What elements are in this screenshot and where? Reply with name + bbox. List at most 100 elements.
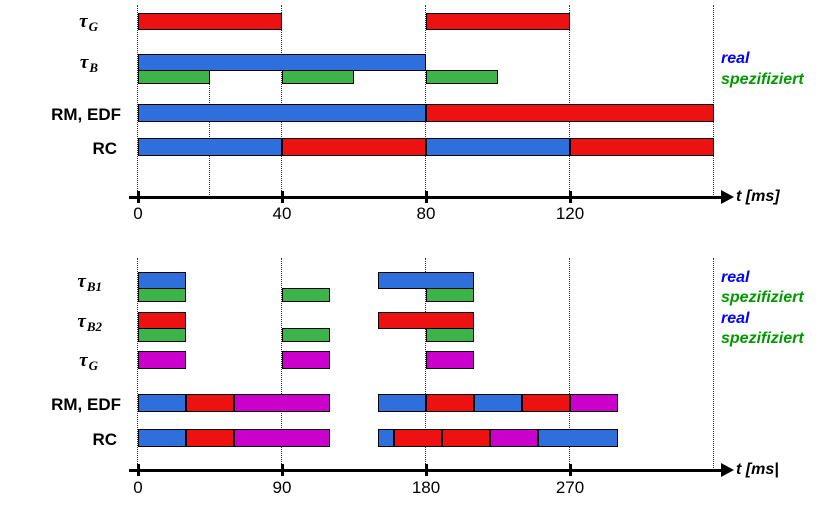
task-bar-red <box>426 13 570 30</box>
task-bar-red <box>394 429 442 447</box>
tau-symbol: τ <box>79 350 88 371</box>
axis-tick <box>425 464 428 476</box>
row-label-rc2: RC <box>6 429 117 451</box>
legend-spezifiziert-3: spezifiziert <box>721 330 804 347</box>
axis-arrow-icon <box>721 463 734 477</box>
task-bar-magenta <box>570 394 618 412</box>
tau-subscript: G <box>88 358 98 373</box>
tick-label: 0 <box>133 478 143 497</box>
legend-real-2: real <box>721 310 750 327</box>
tau-symbol: τ <box>77 311 86 332</box>
axis-tick <box>569 191 572 203</box>
spec-bar-green <box>426 288 474 302</box>
legend-spezifiziert-1: spezifiziert <box>721 289 804 306</box>
task-bar-blue <box>138 429 186 447</box>
gridline <box>713 258 714 470</box>
gridline <box>137 5 138 197</box>
task-bar-blue <box>474 394 522 412</box>
axis-tick <box>137 191 140 203</box>
task-bar-blue <box>138 272 186 289</box>
task-bar-red <box>186 429 234 447</box>
task-bar-blue <box>138 138 282 156</box>
axis-arrow-icon <box>721 190 734 204</box>
spec-bar-green <box>138 328 186 342</box>
row-label-tau-b: τB <box>6 52 98 75</box>
gridline <box>713 5 714 197</box>
tau-subscript: B2 <box>86 319 102 334</box>
task-bar-red <box>426 104 714 122</box>
spec-bar-green <box>426 70 498 84</box>
row-label-rm-edf2: RM, EDF <box>6 394 121 416</box>
task-bar-red <box>426 394 474 412</box>
row-label-tau-b1: τB1 <box>6 271 102 294</box>
row-label-text: RM, EDF <box>51 105 121 124</box>
spec-bar-green <box>282 288 330 302</box>
row-label-tau-g2: τG <box>6 350 98 373</box>
gridline <box>281 5 282 197</box>
task-bar-red <box>522 394 570 412</box>
task-bar-blue <box>378 394 426 412</box>
gridline <box>569 5 570 197</box>
task-bar-red <box>282 138 426 156</box>
task-bar-blue <box>378 429 394 447</box>
gridline <box>137 258 138 470</box>
task-bar-magenta <box>426 351 474 369</box>
spec-bar-green <box>138 70 210 84</box>
task-bar-red <box>138 13 282 30</box>
spec-bar-green <box>282 70 354 84</box>
legend-real-0: real <box>721 269 750 286</box>
row-label-text: RC <box>92 139 117 158</box>
tick-label: 40 <box>272 204 292 223</box>
axis-tick <box>281 464 284 476</box>
row-label-tau-g: τG <box>6 11 98 34</box>
task-bar-red <box>442 429 490 447</box>
task-bar-blue <box>426 138 570 156</box>
spec-bar-green <box>138 288 186 302</box>
row-label-rm-edf: RM, EDF <box>6 104 121 126</box>
task-bar-red <box>570 138 714 156</box>
tau-subscript: G <box>88 19 98 34</box>
gridline <box>569 258 570 470</box>
task-bar-magenta <box>234 394 330 412</box>
axis-tick <box>281 191 284 203</box>
row-label-text: RC <box>92 430 117 449</box>
gridline <box>425 5 426 197</box>
spec-bar-green <box>426 328 474 342</box>
axis-tick <box>425 191 428 203</box>
row-label-tau-b2: τB2 <box>6 311 102 334</box>
tau-symbol: τ <box>79 52 89 73</box>
spec-bar-green <box>282 328 330 342</box>
tick-label: 80 <box>416 204 436 223</box>
gridline <box>425 258 426 470</box>
tick-label: 0 <box>133 204 143 223</box>
task-bar-magenta <box>282 351 330 369</box>
task-bar-red <box>138 312 186 329</box>
task-bar-blue <box>138 104 426 122</box>
axis-tick <box>569 464 572 476</box>
task-bar-magenta <box>138 351 186 369</box>
task-bar-blue <box>378 272 474 289</box>
axis-unit-label: t [ms| <box>736 461 779 478</box>
gridline <box>281 258 282 470</box>
tick-label: 120 <box>555 204 585 223</box>
task-bar-blue <box>538 429 618 447</box>
task-bar-magenta <box>490 429 538 447</box>
tick-label: 90 <box>272 478 292 497</box>
axis-unit-label: t [ms] <box>736 188 780 205</box>
tau-symbol: τ <box>79 11 88 32</box>
tau-subscript: B1 <box>86 279 102 294</box>
task-bar-magenta <box>234 429 330 447</box>
row-label-rc: RC <box>6 138 117 160</box>
task-bar-red <box>378 312 474 329</box>
tick-label: 180 <box>411 478 441 497</box>
tick-label: 270 <box>555 478 585 497</box>
tau-subscript: B <box>89 60 98 75</box>
axis-tick <box>137 464 140 476</box>
legend-spezifiziert-1: spezifiziert <box>721 71 804 88</box>
row-label-text: RM, EDF <box>51 395 121 414</box>
tau-symbol: τ <box>77 271 86 292</box>
legend-real-0: real <box>721 50 750 67</box>
